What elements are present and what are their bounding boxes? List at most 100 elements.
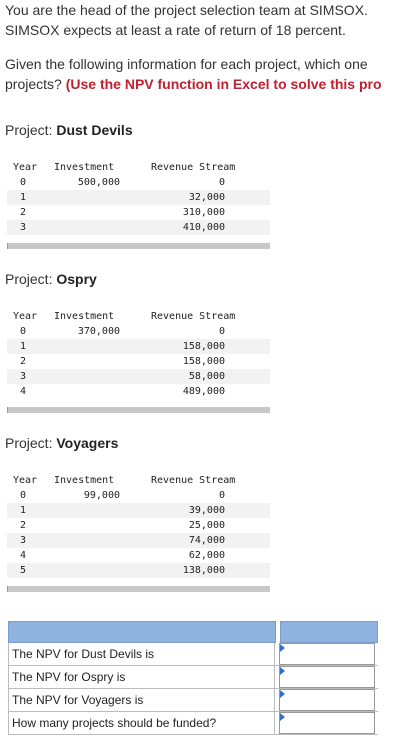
year-cell: 3 <box>20 222 27 233</box>
project-cashflow-table: Year Investment Revenue Stream 0 370,000 0 1 15… <box>7 309 270 413</box>
answer-row: The NPV for Dust Devils is <box>8 643 378 666</box>
table-row: 0 99,000 0 <box>7 488 270 503</box>
answer-input[interactable] <box>279 689 375 711</box>
revenue-cell: 489,000 <box>182 386 225 397</box>
table-row: 1 39,000 <box>7 503 270 518</box>
answer-row: The NPV for Ospry is <box>8 666 378 689</box>
project-cashflow-table: Year Investment Revenue Stream 0 500,000 0 1 32… <box>7 160 270 249</box>
table-row: 2 25,000 <box>7 518 270 533</box>
answer-input[interactable] <box>279 666 375 688</box>
year-cell: 3 <box>20 371 27 382</box>
year-header: Year <box>13 311 38 322</box>
year-header: Year <box>13 475 38 486</box>
revenue-cell: 138,000 <box>182 565 225 576</box>
intro-line-2: SIMSOX expects at least a rate of return… <box>5 22 346 38</box>
answer-label: The NPV for Voyagers is <box>8 689 275 711</box>
table-row: 3 410,000 <box>7 220 270 235</box>
project-title: Project: Ospry <box>5 270 97 288</box>
table-row: 2 158,000 <box>7 354 270 369</box>
revenue-cell: 410,000 <box>182 222 225 233</box>
investment-header: Investment <box>54 475 115 486</box>
excel-instruction: (Use the NPV function in Excel to solve … <box>65 76 382 92</box>
project-label: Project: <box>5 435 57 451</box>
revenue-cell: 158,000 <box>182 356 225 367</box>
table-row: 5 138,000 <box>7 563 270 578</box>
answer-label: The NPV for Ospry is <box>8 666 275 688</box>
table-scrollbar[interactable] <box>7 243 270 249</box>
answer-label: The NPV for Dust Devils is <box>8 643 275 665</box>
input-marker-icon <box>280 713 285 721</box>
year-cell: 0 <box>20 177 27 188</box>
table-row: 0 370,000 0 <box>7 324 270 339</box>
table-row: 2 310,000 <box>7 205 270 220</box>
project-title: Project: Dust Devils <box>5 121 133 139</box>
input-marker-icon <box>280 667 285 675</box>
revenue-header: Revenue Stream <box>151 311 236 322</box>
year-cell: 3 <box>20 535 27 546</box>
year-cell: 1 <box>20 192 27 203</box>
project-name: Ospry <box>56 271 97 287</box>
year-cell: 1 <box>20 341 27 352</box>
table-scrollbar[interactable] <box>7 586 270 592</box>
revenue-cell: 58,000 <box>188 371 225 382</box>
intro-line-3: Given the following information for each… <box>5 56 368 72</box>
revenue-cell: 39,000 <box>188 505 225 516</box>
table-header: Year Investment Revenue Stream <box>7 309 270 324</box>
table-header: Year Investment Revenue Stream <box>7 473 270 488</box>
revenue-cell: 158,000 <box>182 341 225 352</box>
project-name: Dust Devils <box>56 122 133 138</box>
project-cashflow-table: Year Investment Revenue Stream 0 99,000 0 1 39,… <box>7 473 270 592</box>
answer-label: How many projects should be funded? <box>8 712 275 734</box>
answer-input[interactable] <box>279 643 375 665</box>
input-marker-icon <box>280 690 285 698</box>
table-row: 0 500,000 0 <box>7 175 270 190</box>
year-cell: 0 <box>20 326 27 337</box>
table-row: 4 489,000 <box>7 384 270 399</box>
table-row: 1 158,000 <box>7 339 270 354</box>
revenue-cell: 74,000 <box>188 535 225 546</box>
investment-cell: 370,000 <box>77 326 120 337</box>
year-cell: 5 <box>20 565 27 576</box>
answer-row: How many projects should be funded? <box>8 712 378 735</box>
revenue-cell: 25,000 <box>188 520 225 531</box>
project-title: Project: Voyagers <box>5 434 118 452</box>
revenue-cell: 32,000 <box>188 192 225 203</box>
year-cell: 4 <box>20 386 27 397</box>
revenue-cell: 62,000 <box>188 550 225 561</box>
answer-table: The NPV for Dust Devils is The NPV for Os… <box>8 621 378 735</box>
revenue-cell: 0 <box>218 326 225 337</box>
answer-row: The NPV for Voyagers is <box>8 689 378 712</box>
intro-line-4: projects? (Use the NPV function in Excel… <box>5 74 412 94</box>
answer-table-header <box>8 621 378 643</box>
problem-intro: You are the head of the project selectio… <box>5 0 412 94</box>
year-cell: 1 <box>20 505 27 516</box>
answer-input[interactable] <box>279 712 375 734</box>
year-cell: 2 <box>20 356 27 367</box>
year-cell: 0 <box>20 490 27 501</box>
table-row: 3 74,000 <box>7 533 270 548</box>
investment-header: Investment <box>54 162 115 173</box>
year-cell: 2 <box>20 207 27 218</box>
project-label: Project: <box>5 271 57 287</box>
revenue-cell: 310,000 <box>182 207 225 218</box>
investment-cell: 99,000 <box>83 490 120 501</box>
revenue-cell: 0 <box>218 177 225 188</box>
project-name: Voyagers <box>56 435 119 451</box>
revenue-header: Revenue Stream <box>151 475 236 486</box>
table-row: 3 58,000 <box>7 369 270 384</box>
revenue-header: Revenue Stream <box>151 162 236 173</box>
year-cell: 4 <box>20 550 27 561</box>
table-scrollbar[interactable] <box>7 407 270 413</box>
table-row: 1 32,000 <box>7 190 270 205</box>
year-cell: 2 <box>20 520 27 531</box>
intro-line-4-text: projects? <box>5 76 66 92</box>
investment-cell: 500,000 <box>77 177 120 188</box>
table-row: 4 62,000 <box>7 548 270 563</box>
input-marker-icon <box>280 644 285 652</box>
project-label: Project: <box>5 122 57 138</box>
revenue-cell: 0 <box>218 490 225 501</box>
year-header: Year <box>13 162 38 173</box>
intro-line-1: You are the head of the project selectio… <box>5 2 368 18</box>
table-header: Year Investment Revenue Stream <box>7 160 270 175</box>
investment-header: Investment <box>54 311 115 322</box>
